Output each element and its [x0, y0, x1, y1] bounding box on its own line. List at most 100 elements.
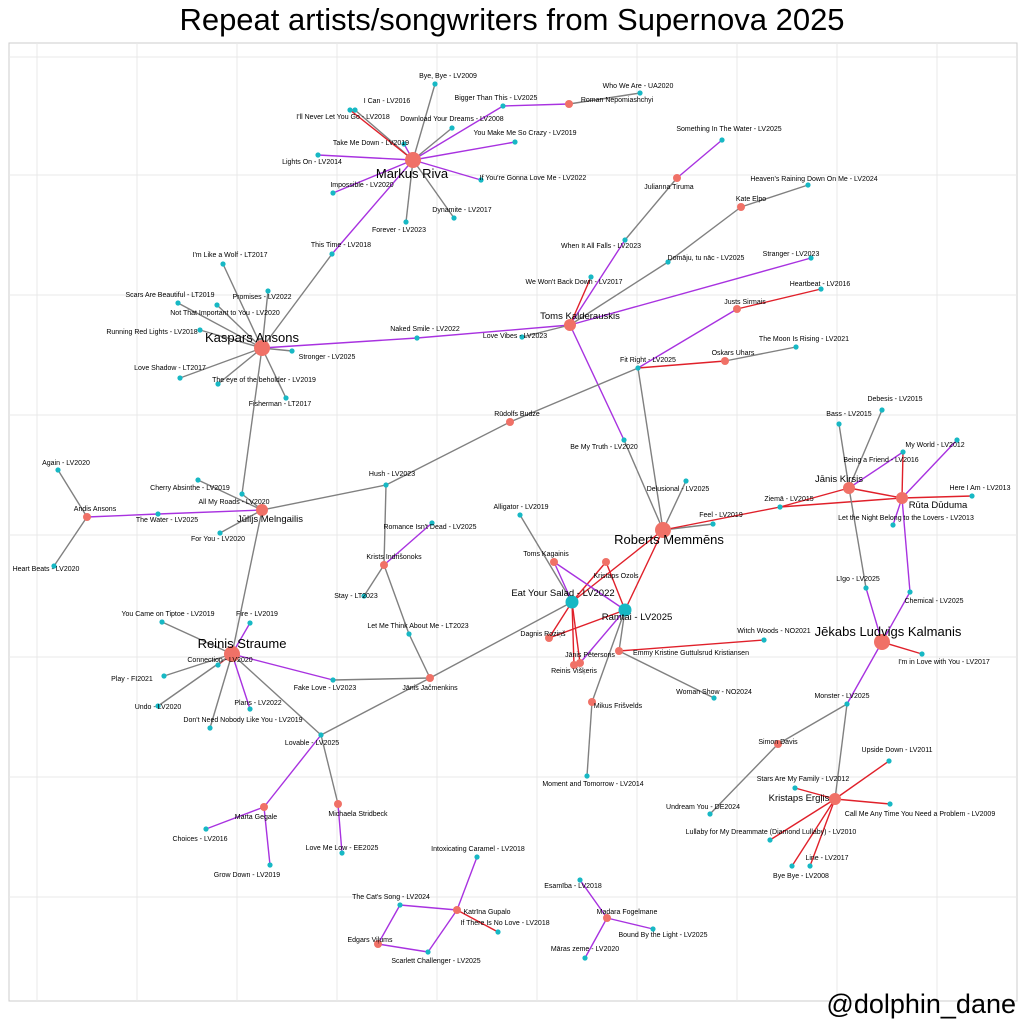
edge-let_me_think-janis_j — [408, 633, 431, 679]
node-be_my_truth — [621, 437, 627, 443]
label-reinis_s: Reinis Straume — [198, 636, 287, 651]
edge-eat_salad-alligator — [519, 514, 573, 603]
edge-janis_k-bass — [838, 423, 850, 489]
node-red_lights — [197, 327, 203, 333]
label-let_night: Let the Night Belong to the Lovers - LV2… — [838, 515, 974, 522]
node-scarlett — [425, 949, 431, 955]
edge-bigger-roman — [502, 103, 570, 107]
label-beholder: The eye of the beholder - LV2019 — [212, 377, 316, 384]
node-grow_down — [267, 862, 273, 868]
label-undo: Undo - LV2020 — [135, 704, 182, 711]
edge-toms_k-be_my_truth — [569, 324, 625, 441]
edge-markus-this_time — [331, 159, 414, 255]
label-dont_need: Don't Need Nobody Like You - LV2019 — [183, 717, 302, 724]
label-here_i_am: Here I Am - LV2013 — [950, 485, 1011, 492]
edge-ziema-janis_k — [779, 487, 850, 508]
edge-toms_k-stranger — [569, 257, 812, 326]
node-simon — [774, 740, 782, 748]
edge-michaela-love_me_low — [337, 803, 343, 854]
node-roberts — [655, 522, 671, 538]
node-witch_woods — [761, 637, 767, 643]
node-never_let — [347, 107, 353, 113]
label-kate: Kate Elpo — [736, 196, 766, 203]
label-julijs: Jūlijs Melngailis — [237, 514, 303, 525]
node-janis_j — [426, 674, 434, 682]
node-emmy — [615, 647, 623, 655]
edge-kaspars-not_that — [216, 304, 263, 349]
edge-rudolfs-hush — [385, 421, 511, 486]
edge-oskars-moon_rising — [724, 346, 797, 362]
edge-kaspars-scars — [177, 302, 263, 349]
label-being_friend: Being a Friend - LV2016 — [843, 457, 918, 464]
node-cats_song — [397, 902, 403, 908]
edge-fit_right-roberts — [637, 367, 664, 531]
label-intoxicating: Intoxicating Caramel - LV2018 — [431, 846, 525, 853]
edge-reinis_s-fake_love — [231, 653, 334, 681]
label-undream: Undream You - DE2024 — [666, 804, 740, 811]
edge-ramtai-toms_ka — [553, 561, 626, 611]
label-all_my_roads: All My Roads - LV2020 — [198, 499, 269, 506]
edge-ruta-being_friend — [901, 451, 904, 499]
label-emmy: Emmy Kristine Guttulsrud Kristiansen — [633, 650, 749, 657]
label-call_me: Call Me Any Time You Need a Problem - LV… — [845, 811, 996, 818]
node-kristaps — [829, 793, 841, 805]
edge-krists-romance — [383, 522, 433, 566]
edge-monster-simon — [777, 703, 848, 745]
node-delusional — [683, 478, 689, 484]
label-i_can: I Can - LV2016 — [364, 98, 411, 105]
node-ligo — [863, 585, 869, 591]
label-julianna: Julianna Tiruma — [644, 184, 694, 191]
label-rudolfs: Rūdolfs Budze — [494, 411, 540, 418]
label-when_falls: When It All Falls - LV2023 — [561, 243, 641, 250]
edge-markus-impossible — [332, 159, 414, 194]
label-for_you: For You - LV2020 — [191, 536, 245, 543]
node-reinis_v — [570, 661, 578, 669]
node-came_tiptoe — [159, 619, 165, 625]
label-fit_right: Fit Right - LV2025 — [620, 357, 676, 364]
edge-ruta-here_i_am — [901, 495, 973, 499]
node-kristaps_o — [602, 558, 610, 566]
label-in_love: I'm in Love with You - LV2017 — [898, 659, 990, 666]
edge-julijs-cherry — [197, 479, 263, 511]
node-bass — [836, 421, 842, 427]
edge-fake_love-janis_j — [332, 677, 431, 681]
node-dagnis — [545, 634, 553, 642]
node-domaju — [665, 259, 671, 265]
node-love_me_low — [339, 850, 345, 856]
edge-ruta-chemical — [901, 497, 911, 593]
label-naked_smile: Naked Smile - LV2022 — [390, 326, 460, 333]
label-witch_woods: Witch Woods - NO2021 — [737, 628, 811, 635]
edge-eat_salad-janis_p — [571, 601, 581, 664]
edge-this_time-kaspars — [261, 253, 333, 349]
edge-andis-the_water — [86, 513, 159, 518]
edge-be_my_truth-roberts — [623, 439, 664, 531]
edge-markus-crazy — [412, 141, 516, 161]
node-maras — [582, 955, 588, 961]
node-reinis_s — [224, 646, 240, 662]
edge-markus-bigger — [412, 105, 504, 161]
label-andis: Andis Ansons — [74, 506, 117, 513]
node-forever — [403, 219, 409, 225]
edge-markus-gonna_love — [412, 159, 482, 181]
edge-reinis_s-came_tiptoe — [161, 621, 233, 655]
label-heart_beats: Heart Beats - LV2020 — [13, 566, 80, 573]
label-crazy: You Make Me So Crazy - LV2019 — [473, 130, 576, 137]
label-stranger: Stranger - LV2023 — [763, 251, 820, 258]
label-red_lights: Running Red Lights - LV2018 — [106, 329, 197, 336]
edge-emmy-witch_woods — [618, 639, 765, 652]
edge-roberts-ramtai — [624, 529, 664, 611]
label-madara: Madara Fogelmane — [597, 909, 658, 916]
edge-janis_j-lovable — [320, 677, 431, 736]
edge-jekabs-monster — [846, 641, 883, 705]
node-fake_love — [330, 677, 336, 683]
node-romance — [429, 520, 435, 526]
edge-roberts-ziema — [662, 506, 781, 531]
edge-katrina-no_love — [456, 909, 499, 933]
node-my_world — [954, 437, 960, 443]
edge-markus-dynamite — [412, 159, 455, 219]
node-lullaby — [767, 837, 773, 843]
node-naked_smile — [414, 335, 420, 341]
edge-ramtai-dagnis — [548, 609, 626, 639]
node-marta — [260, 803, 268, 811]
node-oskars — [721, 357, 729, 365]
